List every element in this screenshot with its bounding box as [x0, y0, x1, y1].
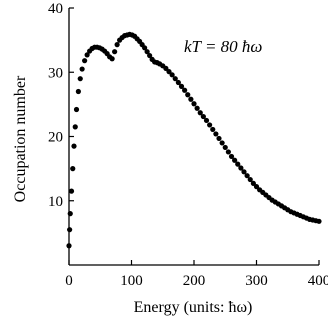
data-point	[228, 153, 235, 160]
data-point	[191, 101, 197, 107]
x-axis-title: Energy (units: ħω)	[134, 299, 253, 316]
data-point	[241, 169, 247, 175]
data-point	[68, 188, 75, 194]
data-point	[316, 218, 322, 224]
data-point	[66, 243, 72, 249]
data-point	[70, 166, 76, 172]
data-point	[203, 117, 210, 124]
data-point	[169, 72, 175, 78]
data-point	[182, 87, 188, 93]
data-point	[250, 180, 256, 187]
data-points	[66, 31, 322, 249]
data-point	[84, 52, 90, 58]
data-point	[163, 65, 169, 71]
tick-group: 0 100 200 300 400 10 20 30 40	[48, 1, 328, 289]
data-point	[144, 49, 150, 55]
x-tick-label: 200	[183, 273, 206, 289]
data-point	[194, 105, 200, 111]
data-point	[238, 165, 244, 171]
data-point	[73, 106, 80, 113]
data-point	[225, 149, 231, 155]
data-point	[82, 58, 88, 64]
data-point	[77, 76, 83, 82]
data-point	[244, 173, 250, 179]
data-point	[213, 131, 219, 137]
y-tick-label: 40	[48, 1, 63, 17]
data-point	[75, 88, 81, 95]
data-point	[185, 92, 191, 98]
x-tick-label: 0	[65, 273, 73, 289]
data-point	[175, 79, 181, 86]
data-point	[172, 76, 178, 82]
annotation-label: kT = 80 ħω	[184, 37, 262, 56]
y-tick-label: 30	[48, 65, 63, 81]
x-tick-label: 300	[245, 273, 268, 289]
data-point	[207, 122, 213, 128]
data-point	[216, 135, 222, 142]
data-point	[166, 69, 172, 75]
y-tick-label: 10	[48, 194, 63, 210]
data-point	[71, 143, 77, 149]
data-point	[247, 176, 253, 183]
x-tick-label: 100	[120, 273, 143, 289]
data-point	[142, 45, 148, 51]
data-point	[210, 126, 216, 133]
data-point	[232, 157, 238, 163]
data-point	[178, 83, 185, 89]
data-point	[147, 52, 153, 59]
data-point	[114, 42, 120, 48]
data-point	[197, 110, 203, 116]
x-tick-label: 400	[308, 273, 328, 289]
data-point	[219, 140, 225, 146]
data-point	[112, 49, 118, 55]
data-point	[235, 161, 241, 167]
data-point	[109, 56, 115, 62]
data-point	[67, 227, 73, 233]
data-point	[200, 113, 206, 120]
data-point	[222, 144, 228, 151]
data-point	[67, 211, 73, 217]
y-axis-title: Occupation number	[12, 75, 29, 202]
data-point	[188, 96, 194, 102]
y-tick-label: 20	[48, 130, 63, 146]
data-point	[79, 66, 85, 72]
data-point	[253, 184, 260, 190]
data-point	[72, 124, 78, 130]
